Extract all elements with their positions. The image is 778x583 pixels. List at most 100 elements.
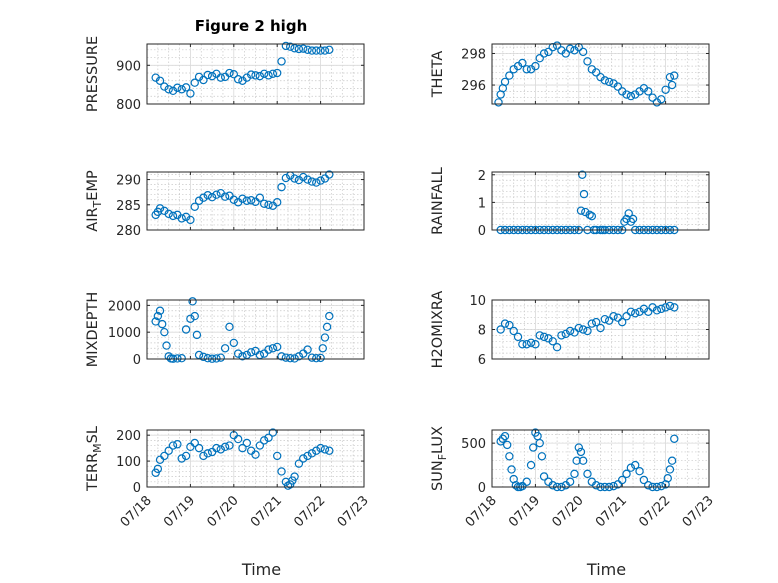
data-point <box>591 68 601 77</box>
data-point <box>283 481 293 490</box>
data-point <box>212 190 221 199</box>
data-point <box>622 469 631 479</box>
axes-box <box>146 299 365 360</box>
data-point <box>286 42 295 51</box>
data-point <box>613 82 623 91</box>
data-point <box>153 464 163 474</box>
y-tick-label: 900 <box>116 59 141 74</box>
data-point <box>188 297 197 306</box>
x-tick-label: 07/19 <box>161 493 198 530</box>
data-point <box>591 481 601 490</box>
data-point <box>199 75 208 85</box>
data-point <box>264 200 273 209</box>
data-point <box>604 77 614 87</box>
data-point <box>255 71 265 81</box>
data-point <box>570 469 579 479</box>
y-axis-label: THETA <box>430 51 446 99</box>
data-point <box>505 71 514 80</box>
data-point <box>665 301 675 311</box>
data-point <box>531 340 540 349</box>
data-point <box>652 306 662 315</box>
data-point <box>190 202 199 211</box>
subplot-7: 0 100 200 07/18 07/19 07/20 07/21 07/22 07/23 TER… <box>85 426 372 579</box>
data-point <box>644 481 653 490</box>
x-tick-label: 07/23 <box>335 493 372 530</box>
data-point <box>212 354 221 363</box>
data-point <box>570 328 579 337</box>
y-axis-label: H2OMIXRA <box>430 291 446 369</box>
y-axis-label: PRESSURE <box>85 36 101 112</box>
data-point <box>518 340 527 349</box>
data-point <box>281 41 291 51</box>
data-point <box>212 443 221 453</box>
data-point <box>526 460 536 470</box>
data-point <box>164 352 173 361</box>
data-point <box>220 442 230 452</box>
data-point <box>312 446 321 455</box>
data-point <box>160 451 169 461</box>
data-point <box>312 46 321 55</box>
data-point <box>264 71 273 80</box>
data-point <box>661 303 670 312</box>
data-point <box>325 311 334 321</box>
data-point <box>644 87 653 96</box>
data-point <box>600 314 610 324</box>
data-point <box>281 173 291 183</box>
y-axis-label: TERRMSL <box>85 426 104 492</box>
data-point <box>242 438 252 448</box>
data-point <box>583 326 592 336</box>
data-point <box>307 177 317 186</box>
subplot-2: 296 298 THETA <box>430 41 710 107</box>
data-point <box>565 326 575 336</box>
y-tick-label: 1 <box>478 196 486 211</box>
data-point <box>307 46 317 55</box>
data-point <box>225 441 234 450</box>
data-point <box>192 330 202 340</box>
data-point <box>177 353 186 363</box>
data-point <box>539 49 549 58</box>
data-point <box>670 303 679 312</box>
data-point <box>303 45 312 55</box>
data-point <box>496 437 505 446</box>
data-point <box>609 312 618 321</box>
x-tick-label: 07/18 <box>463 493 500 530</box>
data-point <box>220 344 230 353</box>
data-point <box>203 449 212 458</box>
data-point <box>225 68 234 78</box>
axes-box <box>491 429 710 488</box>
axes-box <box>491 171 710 231</box>
data-point <box>203 70 212 80</box>
data-point <box>579 189 589 199</box>
data-point <box>565 44 575 53</box>
y-tick-label: 296 <box>461 79 486 94</box>
data-point <box>667 80 677 90</box>
data-point <box>618 475 627 485</box>
data-point <box>537 452 547 461</box>
data-point <box>609 481 618 491</box>
data-point <box>246 196 256 205</box>
data-point <box>544 47 553 57</box>
y-tick-label: 285 <box>116 199 141 214</box>
data-point <box>657 481 666 491</box>
data-point <box>294 352 304 361</box>
y-tick-label: 100 <box>116 455 141 470</box>
data-point <box>316 353 325 363</box>
data-point <box>238 194 247 203</box>
x-tick-label: 07/22 <box>291 493 328 530</box>
y-tick-label: 0 <box>478 481 486 496</box>
data-point <box>583 469 592 479</box>
data-point <box>190 78 199 87</box>
data-point <box>494 98 503 107</box>
y-tick-label: 500 <box>461 437 486 452</box>
data-point <box>576 206 586 215</box>
x-tick-label: 07/21 <box>248 493 285 530</box>
data-point <box>574 323 584 333</box>
data-point <box>281 353 291 362</box>
data-point <box>322 322 332 332</box>
data-point <box>613 480 623 489</box>
x-tick-label: 07/19 <box>506 493 543 530</box>
data-point <box>177 85 186 94</box>
data-point <box>242 196 252 205</box>
y-tick-label: 200 <box>116 429 141 444</box>
data-point <box>299 454 308 463</box>
